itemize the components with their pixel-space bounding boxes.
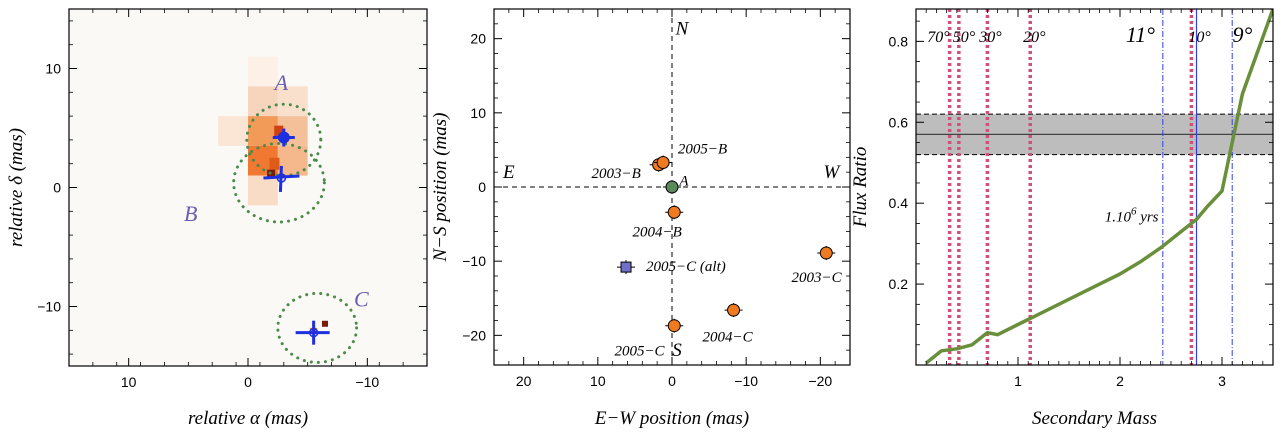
north-label: N xyxy=(675,19,690,40)
component-label: A xyxy=(273,70,289,95)
x-tick-label: 3 xyxy=(1218,373,1226,389)
image-pixel xyxy=(274,125,284,138)
inclination-label: 70° xyxy=(927,29,950,46)
inclination-label: 10° xyxy=(1188,29,1211,46)
y-tick-label: 0.4 xyxy=(889,195,909,211)
component-label: C xyxy=(354,287,369,312)
x-axis-label: E−W position (mas) xyxy=(594,408,749,429)
inclination-label: 9° xyxy=(1232,22,1252,47)
component-label: B xyxy=(184,201,197,226)
x-tick-label: 2 xyxy=(1116,373,1124,389)
x-tick-label: −20 xyxy=(808,373,832,389)
y-tick-label: 0.2 xyxy=(889,276,909,292)
point-label: 2004−B xyxy=(633,225,682,241)
dotted-ellipse xyxy=(276,291,359,364)
data-point xyxy=(727,303,741,317)
y-tick-label: −10 xyxy=(37,299,61,315)
y-tick-label: 0.6 xyxy=(889,114,909,130)
y-axis-label: Flux Ratio xyxy=(850,147,871,229)
x-axis-label: relative α (mas) xyxy=(188,408,308,429)
x-tick-label: 0 xyxy=(668,373,676,389)
point-label: 2005−C (alt) xyxy=(646,259,726,275)
x-tick-label: 10 xyxy=(590,373,606,389)
point-label: 2003−B xyxy=(592,166,641,182)
component-marker xyxy=(276,173,287,183)
y-axis-label: N−S position (mas) xyxy=(430,113,451,263)
image-pixel xyxy=(248,175,278,206)
mass-flux-curve xyxy=(925,9,1273,365)
y-tick-label: 10 xyxy=(470,105,486,121)
x-tick-label: 20 xyxy=(516,373,532,389)
image-pixel xyxy=(277,145,308,176)
panel-1-image: A B C 10 0 −10 10 0 −10 relative α (mas) relative … xyxy=(6,8,428,429)
inclination-label: 50° xyxy=(953,29,976,46)
plot-content xyxy=(916,9,1273,365)
point-label: 2005−C xyxy=(614,343,665,359)
south-label: S xyxy=(672,340,682,361)
data-point xyxy=(665,180,679,194)
plot-content xyxy=(494,9,850,365)
y-tick-label: 20 xyxy=(470,31,486,47)
west-label: W xyxy=(824,162,842,183)
data-point xyxy=(620,261,632,273)
annotation-suffix: yrs xyxy=(1136,209,1158,225)
x-tick-label: −10 xyxy=(355,374,379,390)
point-label: 2004−C xyxy=(703,329,754,345)
inclination-label: 11° xyxy=(1126,22,1155,47)
inclination-label: 30° xyxy=(978,29,1002,46)
y-tick-label: 0 xyxy=(53,180,61,196)
y-axis-label: relative δ (mas) xyxy=(6,128,27,247)
image-pixel xyxy=(321,320,328,327)
series-annotation: 1.106 yrs xyxy=(1105,205,1159,225)
component-marker xyxy=(308,327,319,338)
data-point xyxy=(819,246,833,260)
image-content xyxy=(218,56,359,364)
x-tick-label: −10 xyxy=(734,373,758,389)
east-label: E xyxy=(502,162,515,183)
dotted-ellipse xyxy=(232,141,326,224)
image-pixel xyxy=(269,157,280,170)
axes-frame xyxy=(915,8,1274,366)
x-tick-label: 0 xyxy=(244,374,252,390)
data-point xyxy=(667,205,681,219)
panel-3-flux-ratio: 70° 50° 30° 20° 10° 11° 9° 1.106 yrs 1 2 3 0.2 0.4 0.… xyxy=(850,8,1274,429)
data-point xyxy=(667,319,681,333)
annotation-superscript: 6 xyxy=(1131,205,1137,217)
point-label: 2005−B xyxy=(678,142,727,158)
x-tick-label: 1 xyxy=(1014,373,1022,389)
y-tick-label: −20 xyxy=(462,327,486,343)
y-tick-label: −10 xyxy=(462,253,486,269)
data-point xyxy=(656,156,670,170)
point-label: A xyxy=(678,174,689,190)
x-axis-label: Secondary Mass xyxy=(1032,408,1157,429)
point-label: 2003−C xyxy=(792,270,843,286)
errorbar xyxy=(278,165,283,193)
image-pixel xyxy=(248,56,278,87)
image-pixel xyxy=(218,116,248,146)
image-pixel xyxy=(277,86,308,117)
y-tick-label: 10 xyxy=(45,61,61,77)
inclination-label: 20° xyxy=(1023,29,1046,46)
y-tick-label: 0.8 xyxy=(889,33,909,49)
panel-2-astrometry: N S E W A 2003−B 2005−B 2004−B 2005−C (alt) 2003−… xyxy=(430,8,851,429)
annotation-base: 1.10 xyxy=(1105,209,1132,225)
x-tick-label: 10 xyxy=(121,374,137,390)
y-tick-label: 0 xyxy=(478,179,486,195)
